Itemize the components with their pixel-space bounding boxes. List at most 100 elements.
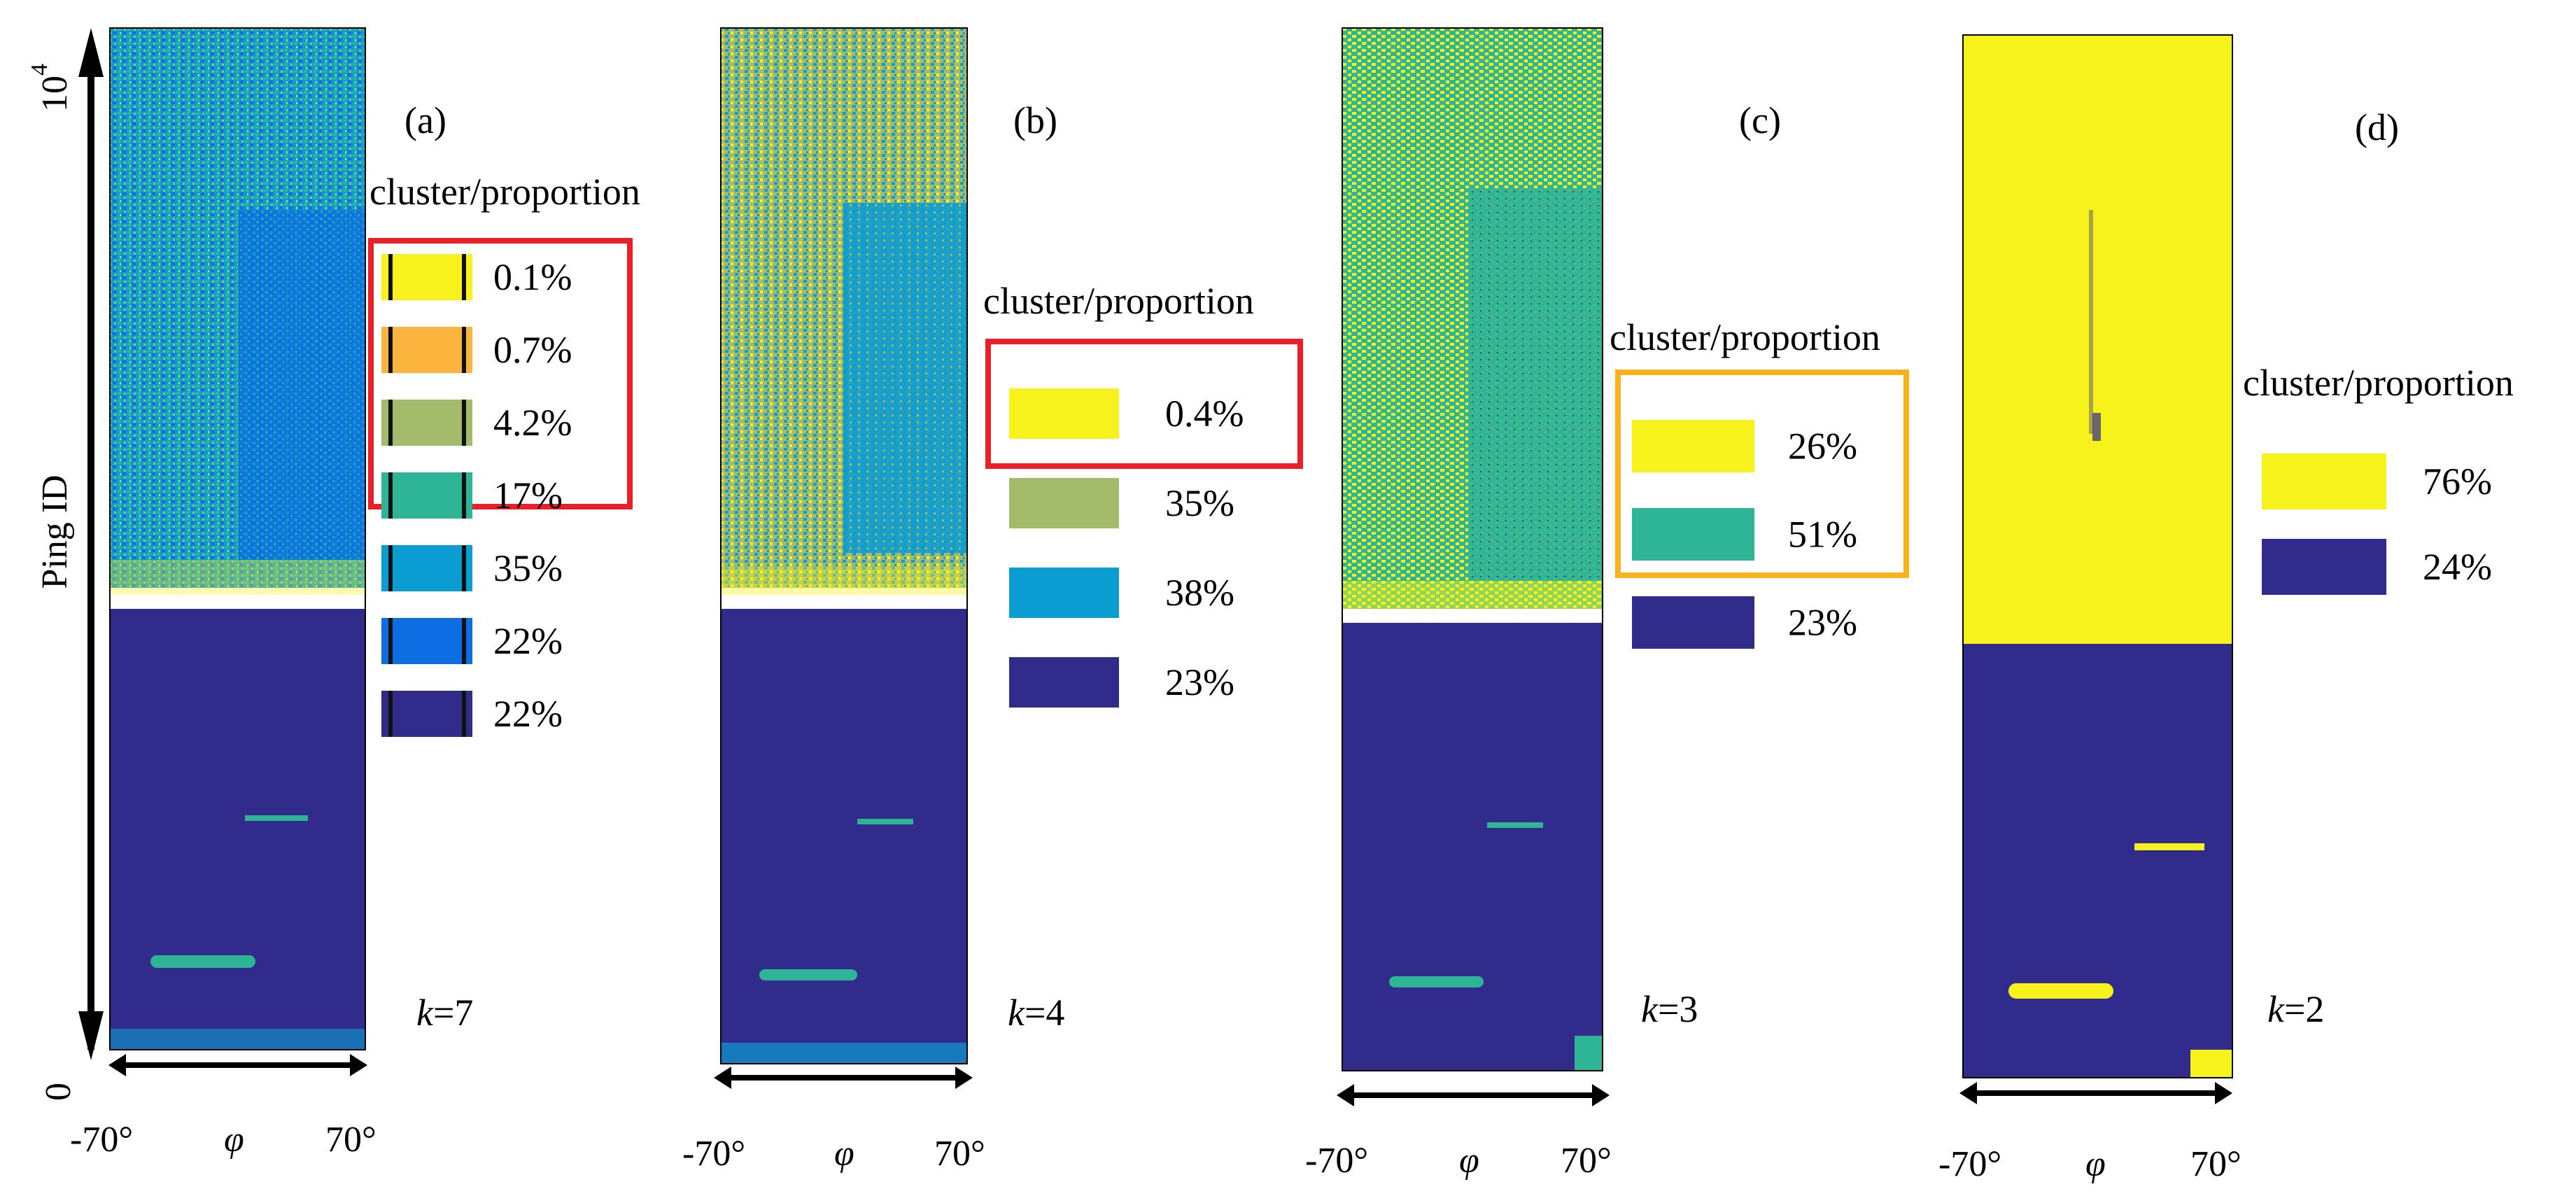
panel-a-x-right: 70° <box>325 1120 376 1160</box>
panel-a-legend: 0.1% 0.7% 4.2% 17% 35% 22% 22% <box>381 254 572 737</box>
svg-text:4: 4 <box>27 64 52 76</box>
panel-b-legend-swatch-3 <box>1009 657 1119 708</box>
panel-d-x-axis: -70° φ 70° <box>1938 1082 2241 1184</box>
panel-a-legend-tick-right-0 <box>462 254 466 300</box>
panel-d-legend-header: cluster/proportion <box>2243 362 2514 404</box>
svg-text:k=2: k=2 <box>2267 988 2324 1030</box>
panel-a-x-axis: -70° φ 70° <box>70 1054 376 1160</box>
panel-b-highlight-box <box>985 339 1303 469</box>
panel-d-legend-value-1: 24% <box>2423 546 2492 588</box>
panel-b-x-axis: -70° φ 70° <box>682 1067 985 1174</box>
panel-d-image <box>1962 34 2233 1078</box>
panel-b-x-symbol: φ <box>834 1134 854 1174</box>
panel-a-legend-value-6: 22% <box>493 693 563 735</box>
panel-a-legend-tick-left-5 <box>388 618 393 664</box>
panel-a-legend-value-3: 17% <box>493 474 563 516</box>
panel-a-legend-swatch-2 <box>381 400 472 446</box>
panel-a-x-symbol: φ <box>224 1120 244 1160</box>
panel-a-legend-tick-left-2 <box>388 400 393 446</box>
panel-a-legend-value-0: 0.1% <box>493 256 572 298</box>
panel-d-legend-value-0: 76% <box>2423 460 2492 502</box>
panel-a-legend-value-4: 35% <box>493 547 563 589</box>
panel-c-x-left: -70° <box>1305 1141 1368 1181</box>
panel-c-legend-value-0: 26% <box>1788 425 1857 467</box>
panel-a-legend-value-5: 22% <box>493 620 563 662</box>
panel-b-legend-value-1: 35% <box>1165 482 1234 524</box>
panel-b-x-left: -70° <box>682 1134 745 1174</box>
panel-a-legend-tick-left-6 <box>388 691 393 737</box>
panel-b-legend-value-2: 38% <box>1165 572 1234 614</box>
panel-a-legend-swatch-5 <box>381 618 472 664</box>
panel-d-x-right: 70° <box>2190 1144 2241 1184</box>
panel-d-legend: 76% 24% <box>2262 453 2492 595</box>
panel-b-legend-swatch-0 <box>1009 388 1119 439</box>
y-axis-label: Ping ID <box>35 474 75 589</box>
panel-a-k-label: k=7 <box>416 992 473 1034</box>
panel-b: (b) cluster/proportion 0.4% 35% 38% 23% k=4… <box>682 27 1303 1174</box>
panel-a-image <box>109 27 366 1050</box>
panel-c-x-symbol: φ <box>1459 1141 1479 1181</box>
panel-c-highlight-box <box>1615 370 1909 578</box>
panel-a-label: (a) <box>404 99 446 141</box>
panel-a-legend-swatch-3 <box>381 472 472 519</box>
panel-a-legend-swatch-1 <box>381 327 472 373</box>
panel-a-legend-tick-left-4 <box>388 545 393 591</box>
y-axis: Ping ID 10 4 0 <box>27 28 104 1101</box>
svg-text:10: 10 <box>35 76 75 112</box>
panel-c-label: (c) <box>1739 99 1781 141</box>
panel-d-legend-swatch-0 <box>2262 453 2386 509</box>
panel-a-legend-tick-right-2 <box>462 400 466 446</box>
panel-b-legend-value-3: 23% <box>1165 661 1234 703</box>
panel-c-legend-swatch-0 <box>1632 420 1754 472</box>
y-axis-bottom-tick: 0 <box>38 1083 78 1101</box>
panel-b-k-label: k=4 <box>1008 992 1064 1034</box>
panel-c: (c) cluster/proportion 26% 51% 23% k=3 -70… <box>1305 27 1909 1181</box>
panel-a-legend-tick-right-1 <box>462 327 466 373</box>
panel-c-x-axis: -70° φ 70° <box>1305 1084 1612 1181</box>
panel-a-highlight-box <box>368 238 633 509</box>
panel-a-legend-tick-right-5 <box>462 618 466 664</box>
y-axis-top-tick: 10 4 <box>27 64 75 112</box>
panel-d-label: (d) <box>2355 106 2399 148</box>
panel-c-x-right: 70° <box>1561 1141 1612 1181</box>
panel-b-label: (b) <box>1013 99 1057 141</box>
panel-a: (a) cluster/proportion 0.1% 0.7% 4.2% 17% 35… <box>70 27 640 1160</box>
panel-d-legend-swatch-1 <box>2262 539 2386 595</box>
panel-b-legend-header: cluster/proportion <box>983 280 1254 322</box>
panel-a-legend-value-1: 0.7% <box>493 329 572 371</box>
panel-b-x-right: 70° <box>934 1134 985 1174</box>
panel-d-x-left: -70° <box>1938 1144 2001 1184</box>
panel-b-legend-swatch-1 <box>1009 478 1119 528</box>
panel-a-legend-tick-left-3 <box>388 472 393 519</box>
panel-a-legend-tick-right-3 <box>462 472 466 519</box>
panel-c-image <box>1342 27 1603 1071</box>
panel-c-legend-value-2: 23% <box>1788 602 1857 644</box>
panel-b-legend-value-0: 0.4% <box>1165 393 1244 435</box>
panel-a-legend-swatch-6 <box>381 691 472 737</box>
panel-a-legend-swatch-0 <box>381 254 472 300</box>
panel-c-legend: 26% 51% 23% <box>1632 420 1857 649</box>
panel-d-x-symbol: φ <box>2085 1144 2106 1184</box>
panel-c-k-label: k=3 <box>1641 988 1698 1030</box>
panel-b-legend: 0.4% 35% 38% 23% <box>1009 388 1244 708</box>
panel-a-x-left: -70° <box>70 1120 133 1160</box>
panel-b-image <box>720 27 968 1064</box>
svg-text:k=7: k=7 <box>416 992 473 1034</box>
panel-a-legend-tick-right-4 <box>462 545 466 591</box>
panel-c-legend-swatch-1 <box>1632 508 1754 561</box>
panel-a-legend-header: cluster/proportion <box>369 171 640 213</box>
panel-b-legend-swatch-2 <box>1009 568 1119 618</box>
panel-c-legend-value-1: 51% <box>1788 514 1857 556</box>
panel-d: (d) cluster/proportion 76% 24% k=2 -70° φ… <box>1938 34 2514 1184</box>
panel-c-legend-swatch-2 <box>1632 596 1754 649</box>
panel-c-legend-header: cluster/proportion <box>1610 316 1880 358</box>
panel-a-legend-tick-left-1 <box>388 327 393 373</box>
panel-d-k-label: k=2 <box>2267 988 2324 1030</box>
svg-text:k=3: k=3 <box>1641 988 1698 1030</box>
panel-a-legend-tick-right-6 <box>462 691 466 737</box>
y-axis-arrowhead-bottom <box>78 1011 104 1060</box>
svg-text:k=4: k=4 <box>1008 992 1064 1034</box>
y-axis-arrowhead-top <box>78 28 104 77</box>
panel-a-legend-tick-left-0 <box>388 254 393 300</box>
